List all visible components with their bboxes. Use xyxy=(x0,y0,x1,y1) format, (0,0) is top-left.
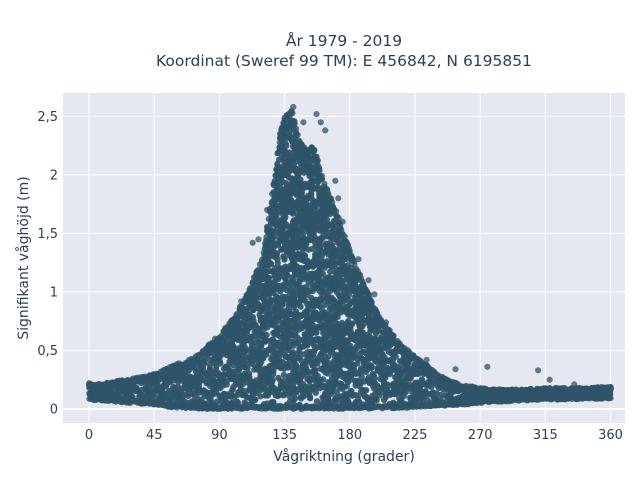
data-point xyxy=(292,395,298,401)
data-point xyxy=(270,377,276,383)
data-point xyxy=(307,395,313,401)
data-point xyxy=(252,397,258,403)
data-point xyxy=(298,304,304,310)
data-point xyxy=(295,132,301,138)
data-point xyxy=(363,387,369,393)
data-point xyxy=(293,126,299,132)
data-point xyxy=(372,375,378,381)
data-point xyxy=(201,359,207,365)
data-point xyxy=(217,360,223,366)
data-point xyxy=(312,367,318,373)
data-point xyxy=(354,360,360,366)
data-point xyxy=(311,147,317,153)
data-point xyxy=(246,375,252,381)
data-point xyxy=(283,143,289,149)
data-point xyxy=(264,332,270,338)
data-point xyxy=(289,110,295,116)
data-point xyxy=(281,257,287,263)
data-point xyxy=(368,365,374,371)
data-point xyxy=(224,382,230,388)
data-point xyxy=(315,157,321,163)
